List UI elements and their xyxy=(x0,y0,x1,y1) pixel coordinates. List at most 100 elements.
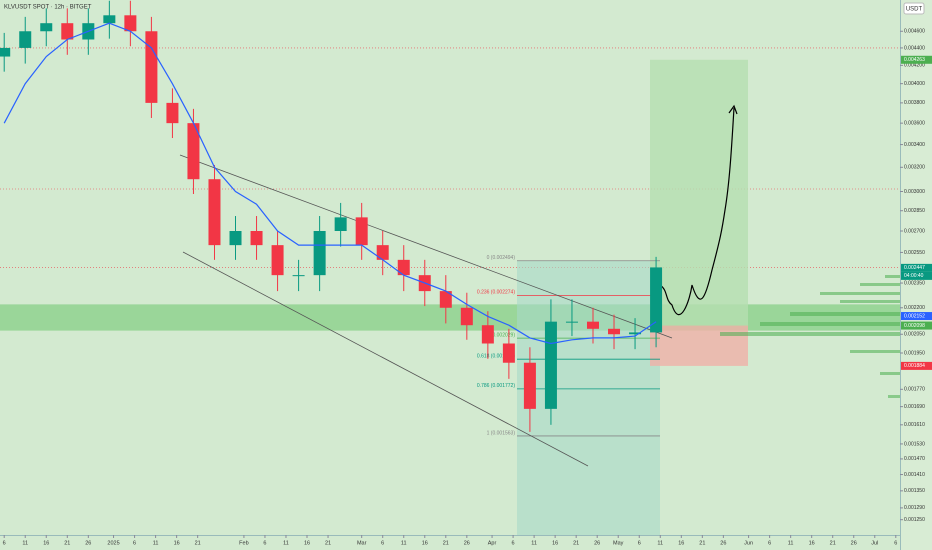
candle-body xyxy=(313,230,326,276)
y-tick-label: 0.002550 xyxy=(904,250,925,256)
y-tick-label: 0.003600 xyxy=(904,120,925,126)
y-tick-label: 0.001470 xyxy=(904,456,925,462)
candle-body xyxy=(460,307,473,326)
candle-body xyxy=(271,245,284,276)
ema-line xyxy=(3,22,657,345)
y-tick-label: 0.001350 xyxy=(904,488,925,494)
price-tag xyxy=(901,55,932,64)
candle-body xyxy=(166,102,179,124)
candle-body xyxy=(145,31,158,103)
price-tag xyxy=(901,263,932,272)
y-tick-label: 0.002200 xyxy=(904,305,925,311)
candle-body xyxy=(481,325,494,344)
candle-body xyxy=(650,267,663,333)
candle-body xyxy=(40,23,53,32)
x-tick-label: Feb xyxy=(239,540,248,546)
y-tick-label: 0.001250 xyxy=(904,517,925,523)
y-tick-label: 0.004200 xyxy=(904,63,925,69)
trend-line-lower xyxy=(182,251,589,467)
candle-body xyxy=(523,362,536,409)
x-tick-label: 16 xyxy=(678,540,684,546)
fib-label: 0.5 (0.002029) xyxy=(482,332,515,338)
x-tick-label: 11 xyxy=(22,540,28,546)
candle-body xyxy=(565,321,578,323)
projection-arrowhead xyxy=(728,104,738,115)
currency-box xyxy=(903,2,925,15)
x-tick-label: 21 xyxy=(830,540,836,546)
x-tick-label: 6 xyxy=(3,540,6,546)
chart-title: KLVUSDT SPOT · 12h · BITGET xyxy=(4,5,92,11)
fib-label: 0.236 (0.002274) xyxy=(477,290,515,296)
candle-body xyxy=(19,31,32,48)
candle-body xyxy=(608,328,621,335)
background-layer: 0 (0.002494) 0.236 (0.002274) 0.5 (0.00202… xyxy=(0,47,900,535)
y-tick-label: 0.001410 xyxy=(904,472,925,478)
support-zone xyxy=(0,304,900,331)
candle-body xyxy=(0,47,11,57)
y-tick-label: 0.004600 xyxy=(904,29,925,35)
data-layer xyxy=(0,0,663,432)
candle-body xyxy=(124,15,137,32)
x-tick-label: 16 xyxy=(174,540,180,546)
candle-body xyxy=(629,332,642,335)
x-tick-label: Apr xyxy=(488,540,497,546)
candle-body xyxy=(292,275,305,277)
x-tick-label: 21 xyxy=(573,540,579,546)
candle-body xyxy=(439,291,452,308)
y-tick-label: 0.002700 xyxy=(904,228,925,234)
position-profit xyxy=(650,59,748,326)
layers: 0 (0.002494) 0.236 (0.002274) 0.5 (0.00202… xyxy=(0,0,900,535)
y-tick-label: 0.004000 xyxy=(904,81,925,87)
x-tick-label: 21 xyxy=(195,540,201,546)
projection-path xyxy=(659,107,735,315)
x-tick-label: 21 xyxy=(443,540,449,546)
x-tick-label: Jul xyxy=(871,540,878,546)
countdown: 04:00:40 xyxy=(904,273,924,279)
y-tick-label: 0.002850 xyxy=(904,208,925,214)
fib-label: 0.786 (0.001772) xyxy=(477,383,515,389)
candle-body xyxy=(61,23,74,40)
x-tick-label: 11 xyxy=(788,540,794,546)
candle-body xyxy=(397,259,410,276)
price-tag xyxy=(901,312,932,321)
x-tick-label: 11 xyxy=(531,540,537,546)
price-tag-label: 0.002152 xyxy=(904,313,925,319)
volume-profile xyxy=(720,275,900,398)
x-tick-label: Jun xyxy=(744,540,753,546)
candle-body xyxy=(376,245,389,260)
x-tick-label: 26 xyxy=(851,540,857,546)
candle-body xyxy=(250,230,263,246)
x-tick-label: 6 xyxy=(894,540,897,546)
x-tick-label: 6 xyxy=(768,540,771,546)
y-tick-label: 0.002350 xyxy=(904,280,925,286)
x-tick-label: 2025 xyxy=(107,540,119,546)
x-tick-label: 16 xyxy=(43,540,49,546)
x-tick-label: 21 xyxy=(699,540,705,546)
trend-line-upper xyxy=(179,154,673,339)
fib-label: 0.618 (0.001918) xyxy=(477,354,515,360)
candle-body xyxy=(586,321,599,329)
price-tag-label: 0.002447 xyxy=(904,265,925,271)
y-tick-label: 0.001530 xyxy=(904,441,925,447)
fib-label: 0 (0.002494) xyxy=(487,255,516,261)
candle-body xyxy=(208,179,221,246)
x-tick-label: 26 xyxy=(464,540,470,546)
fib-box xyxy=(517,260,660,535)
candle-body xyxy=(544,321,557,409)
x-tick-label: 16 xyxy=(809,540,815,546)
candle-body xyxy=(187,123,200,180)
candle-body xyxy=(334,217,347,231)
candle-body xyxy=(103,15,116,24)
x-tick-label: 11 xyxy=(153,540,159,546)
y-tick-label: 0.003200 xyxy=(904,165,925,171)
y-tick-label: 0.001290 xyxy=(904,505,925,511)
x-tick-label: 6 xyxy=(263,540,266,546)
x-tick-label: 21 xyxy=(64,540,70,546)
x-tick-label: Mar xyxy=(357,540,367,546)
countdown-tag xyxy=(901,271,932,280)
x-tick-label: 26 xyxy=(85,540,91,546)
x-tick-label: 26 xyxy=(720,540,726,546)
x-tick-label: 11 xyxy=(401,540,407,546)
y-tick-label: 0.001770 xyxy=(904,387,925,393)
y-tick-label: 0.003400 xyxy=(904,142,925,148)
